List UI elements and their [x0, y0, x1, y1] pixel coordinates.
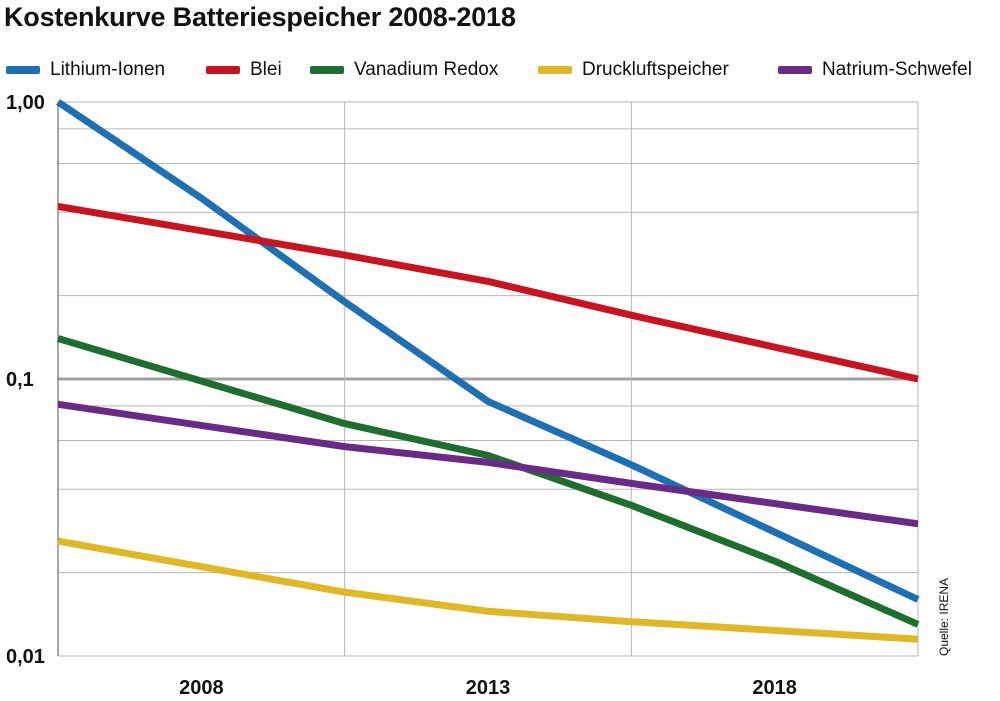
legend-label: Druckluftspeicher — [582, 59, 729, 80]
legend-swatch — [6, 66, 40, 74]
series-line-lithium-ionen — [56, 99, 920, 603]
legend-swatch — [206, 66, 240, 74]
y-tick-label: 1,00 — [6, 92, 45, 114]
series-line-natrium-schwefel — [57, 400, 919, 528]
source-label: Quelle: IRENA — [937, 578, 951, 656]
y-tick-label: 0,01 — [6, 646, 45, 668]
legend-item-druckluftspeicher: Druckluftspeicher — [538, 56, 729, 84]
legend-label: Vanadium Redox — [354, 59, 499, 80]
legend-item-lithium-ionen: Lithium-Ionen — [6, 56, 165, 84]
legend-label: Lithium-Ionen — [50, 59, 166, 80]
legend-item-vanadium-redox: Vanadium Redox — [310, 56, 498, 84]
x-tick-label: 2018 — [752, 677, 797, 699]
x-tick-label: 2008 — [179, 677, 224, 699]
y-tick-label: 0,1 — [6, 369, 34, 391]
legend-swatch — [538, 66, 572, 74]
legend-label: Natrium-Schwefel — [822, 59, 972, 80]
legend-label: Blei — [250, 59, 282, 80]
legend-item-blei: Blei — [206, 56, 282, 84]
chart-legend: Lithium-Ionen Blei Vanadium Redox Druckl… — [0, 56, 1000, 84]
series-line-blei — [57, 202, 919, 383]
chart-title: Kostenkurve Batteriespeicher 2008-2018 — [4, 2, 516, 32]
series-line-vanadium-redox — [57, 335, 920, 628]
x-tick-label: 2013 — [466, 677, 511, 699]
legend-swatch — [778, 66, 812, 74]
legend-item-natrium-schwefel: Natrium-Schwefel — [778, 56, 972, 84]
series-line-druckluftspeicher — [57, 537, 919, 643]
legend-swatch — [310, 66, 344, 74]
